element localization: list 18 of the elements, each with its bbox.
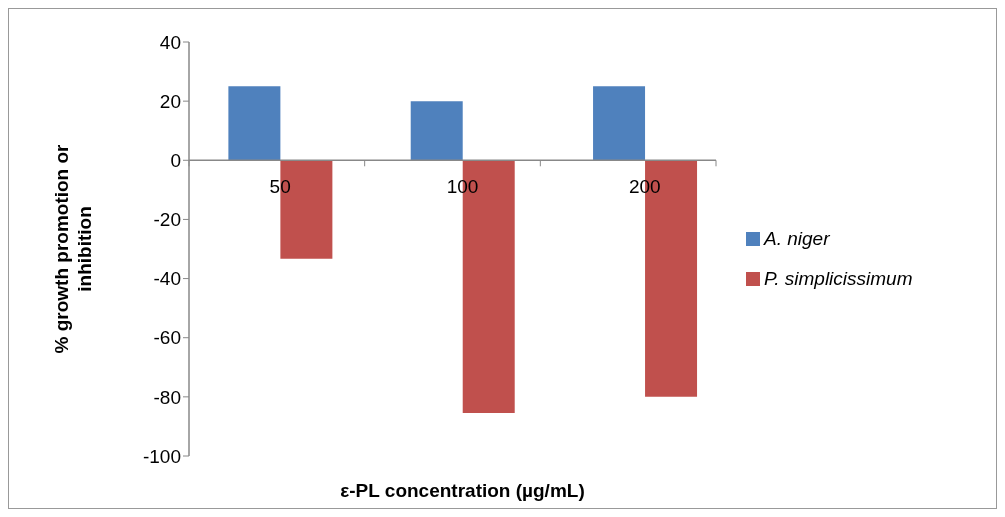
y-tick-label: 0 bbox=[170, 150, 181, 172]
y-axis-title: % growth promotion or inhibition bbox=[50, 143, 95, 354]
y-tick-label: 40 bbox=[159, 31, 181, 53]
bar bbox=[410, 101, 463, 161]
legend-label: A. niger bbox=[764, 227, 830, 249]
bar bbox=[228, 86, 281, 161]
y-tick-label: -20 bbox=[153, 209, 181, 231]
x-tick-label: 200 bbox=[628, 176, 661, 198]
y-tick-label: -60 bbox=[153, 327, 181, 349]
y-tick-label: 20 bbox=[159, 90, 181, 112]
bar bbox=[593, 86, 646, 161]
x-tick-label: 50 bbox=[269, 176, 291, 198]
x-tick-label: 100 bbox=[446, 176, 479, 198]
y-tick-label: -100 bbox=[142, 445, 181, 467]
y-tick-label: -40 bbox=[153, 268, 181, 290]
legend-label: P. simplicissimum bbox=[764, 267, 913, 289]
y-tick-label: -80 bbox=[153, 386, 181, 408]
x-axis-title: ε-PL concentration (µg/mL) bbox=[340, 480, 585, 501]
